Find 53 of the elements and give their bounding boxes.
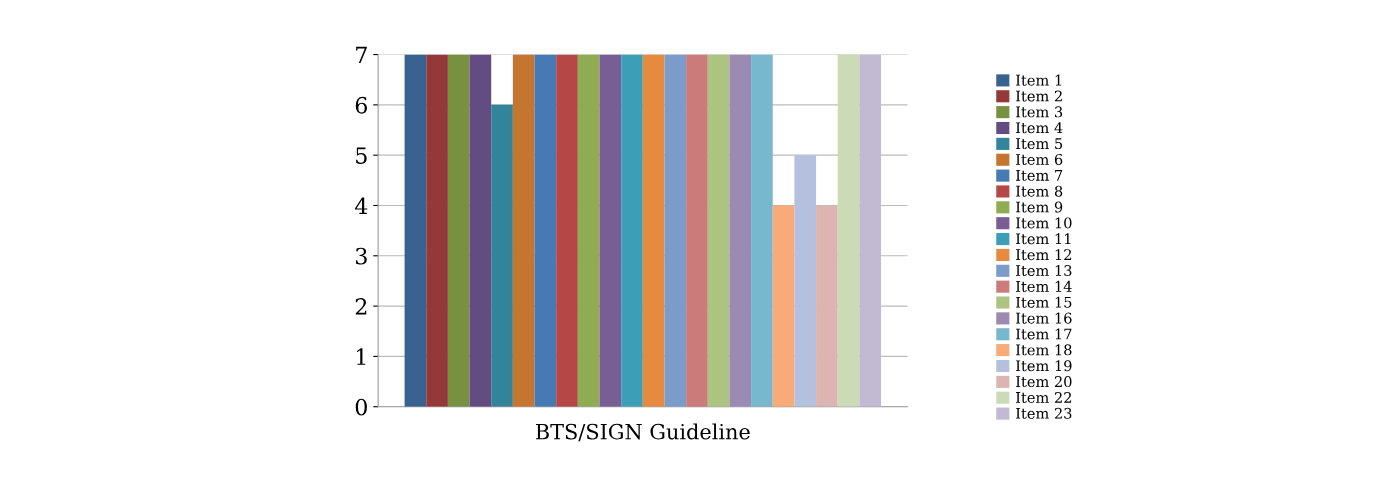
legend-label: Item 1 bbox=[1016, 74, 1062, 86]
legend-label: Item 18 bbox=[1016, 344, 1072, 356]
legend-label: Item 19 bbox=[1016, 360, 1072, 372]
legend-label: Item 5 bbox=[1016, 138, 1063, 150]
bar bbox=[729, 54, 752, 407]
y-tick-label: 2 bbox=[355, 298, 367, 315]
y-tick-label: 5 bbox=[356, 147, 367, 164]
legend-label: Item 6 bbox=[1016, 153, 1063, 165]
bar bbox=[447, 54, 470, 407]
legend-label: Item 2 bbox=[1016, 90, 1062, 102]
bar bbox=[772, 205, 795, 407]
x-tick-label: BTS/SIGN Guideline bbox=[535, 423, 750, 442]
legend-label: Item 17 bbox=[1016, 328, 1072, 340]
bar bbox=[816, 205, 838, 407]
legend-label: Item 3 bbox=[1016, 106, 1063, 118]
bar bbox=[599, 54, 622, 407]
legend-label: Item 7 bbox=[1016, 170, 1063, 181]
y-tick-label: 6 bbox=[355, 96, 367, 114]
bar bbox=[707, 54, 730, 407]
bar bbox=[534, 54, 557, 407]
bar bbox=[642, 54, 665, 407]
y-tick-label: 0 bbox=[355, 398, 367, 416]
legend-label: Item 14 bbox=[1016, 280, 1072, 292]
bar bbox=[837, 54, 860, 407]
bar bbox=[577, 54, 600, 407]
legend-label: Item 12 bbox=[1016, 249, 1072, 261]
bar bbox=[556, 54, 578, 407]
bar bbox=[491, 104, 513, 407]
bar bbox=[512, 54, 535, 407]
bar bbox=[859, 54, 882, 407]
legend-label: Item 23 bbox=[1016, 407, 1072, 419]
y-tick-label: 3 bbox=[355, 247, 367, 265]
y-tick-label: 4 bbox=[354, 197, 368, 214]
legend-label: Item 22 bbox=[1016, 391, 1072, 403]
bar bbox=[664, 54, 687, 407]
legend-label: Item 16 bbox=[1016, 312, 1072, 324]
legend-label: Item 10 bbox=[1016, 217, 1072, 229]
bar bbox=[751, 54, 773, 407]
bar bbox=[469, 54, 492, 407]
legend-label: Item 11 bbox=[1016, 233, 1071, 245]
legend-label: Item 9 bbox=[1016, 201, 1063, 213]
y-tick-label: 1 bbox=[356, 348, 366, 365]
bar bbox=[426, 54, 448, 407]
legend-label: Item 8 bbox=[1016, 185, 1063, 197]
bar bbox=[686, 54, 708, 407]
legend-label: Item 13 bbox=[1016, 265, 1072, 277]
legend-label: Item 4 bbox=[1016, 122, 1063, 134]
legend-label: Item 15 bbox=[1016, 296, 1072, 308]
legend-label: Item 20 bbox=[1016, 376, 1072, 388]
bar bbox=[404, 54, 427, 407]
bar bbox=[794, 155, 817, 407]
y-tick-label: 7 bbox=[356, 46, 367, 63]
bar bbox=[621, 54, 643, 407]
